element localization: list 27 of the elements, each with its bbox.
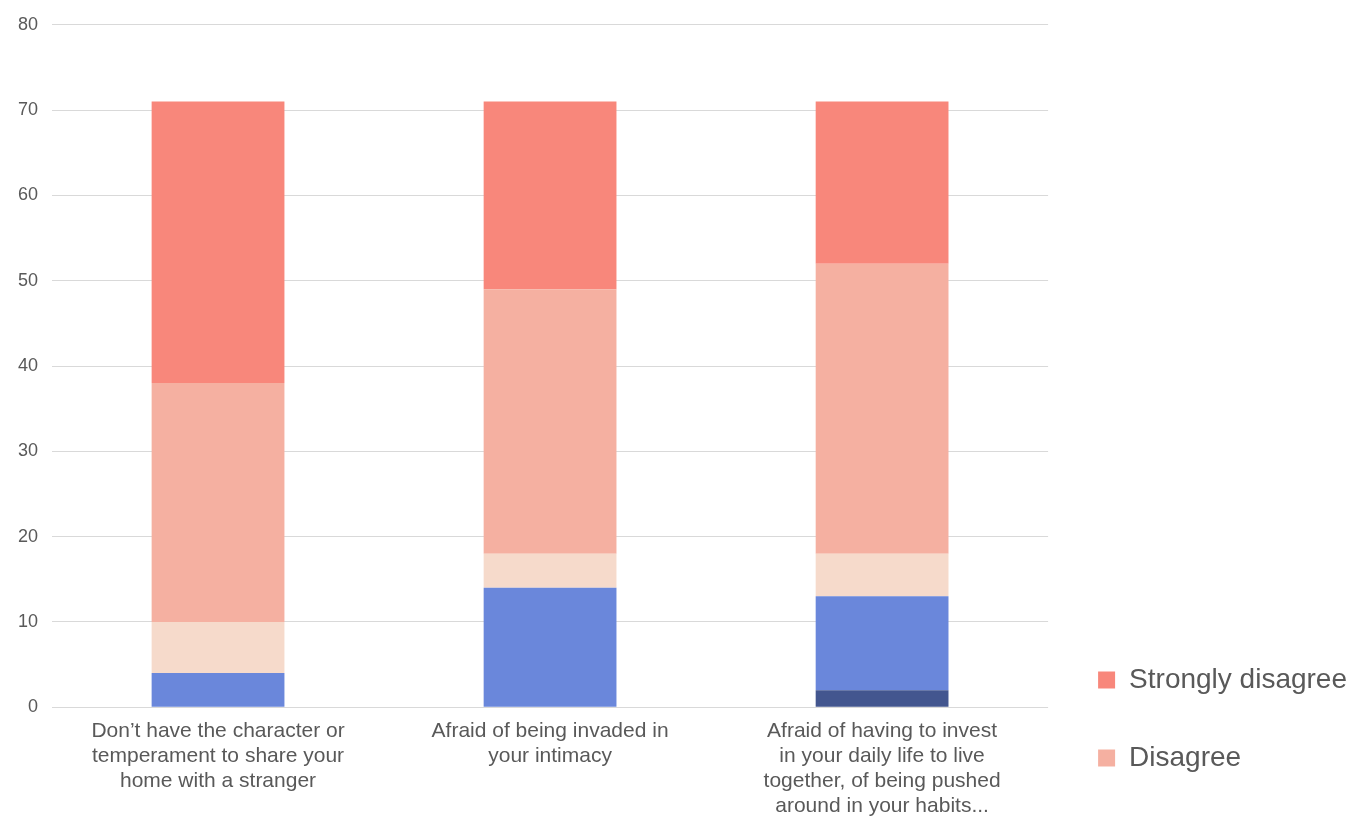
bar [151, 383, 285, 622]
y-tick-label: 20 [17, 525, 39, 546]
bar [815, 553, 949, 597]
x-tick-label: Don’t have the character or temperament to share your home with a stranger [91, 717, 345, 791]
y-tick-label: 60 [17, 184, 39, 205]
x-tick-label: Afraid of being invaded in your intimacy [431, 717, 669, 766]
x-tick-label: Afraid of having to invest in your daily life to live together, of being pushed around in your habits... [763, 717, 1001, 817]
bar [151, 101, 285, 384]
y-tick-label: 50 [17, 269, 39, 290]
y-tick-label: 30 [17, 440, 39, 461]
bar [815, 596, 949, 691]
bar [483, 587, 617, 707]
y-tick-label: 40 [17, 354, 39, 375]
y-tick-label: 70 [17, 99, 39, 120]
bar [483, 101, 617, 290]
legend-label: Strongly disagree [1129, 662, 1347, 694]
bar [483, 553, 617, 588]
bar [815, 101, 949, 264]
legend-label: Disagree [1129, 740, 1242, 772]
y-tick-label: 0 [28, 696, 39, 717]
bar [483, 289, 617, 554]
y-tick-label: 10 [17, 610, 39, 631]
y-tick-label: 80 [17, 13, 39, 34]
bar [151, 673, 285, 707]
bar [815, 690, 949, 707]
bar [151, 621, 285, 674]
bar [815, 263, 949, 554]
